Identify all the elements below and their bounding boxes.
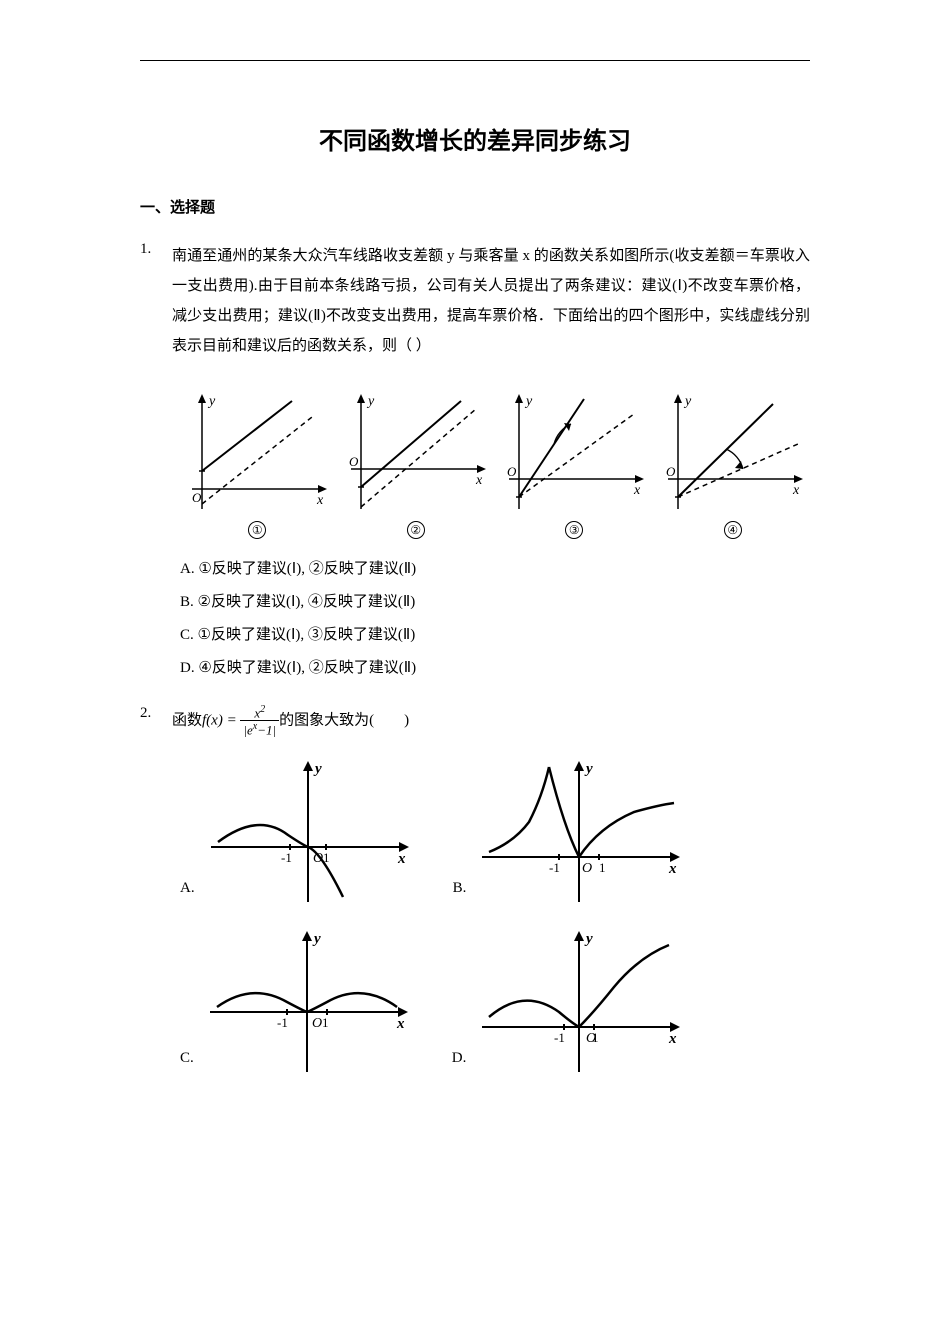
q1-options: A. ①反映了建议(Ⅰ), ②反映了建议(Ⅱ) B. ②反映了建议(Ⅰ), ④反… — [180, 553, 810, 685]
q2-label-d: D. — [452, 1050, 467, 1077]
q1-graph-2: y x O ② — [339, 389, 494, 539]
svg-text:x: x — [668, 861, 677, 877]
svg-text:-1: -1 — [281, 850, 292, 865]
q1-option-c: C. ①反映了建议(Ⅰ), ③反映了建议(Ⅱ) — [180, 619, 810, 652]
q1-graph-3-label: ③ — [565, 521, 583, 539]
svg-text:x: x — [633, 483, 641, 498]
q1-option-d: D. ④反映了建议(Ⅰ), ②反映了建议(Ⅱ) — [180, 652, 810, 685]
q1-graph-3: y x O ③ — [497, 389, 652, 539]
svg-text:-1: -1 — [554, 1030, 565, 1045]
page-title: 不同函数增长的差异同步练习 — [140, 121, 810, 156]
svg-text:O: O — [582, 861, 592, 876]
q1-graph-4-label: ④ — [724, 521, 742, 539]
q2-prefix: 函数 — [172, 712, 202, 728]
q2-fraction: x2|ex−1| — [240, 705, 279, 737]
svg-text:1: 1 — [322, 1015, 329, 1030]
q2-options: A. y x O -1 1 — [180, 757, 810, 1077]
svg-text:x: x — [397, 851, 406, 867]
question-1: 1. 南通至通州的某条大众汽车线路收支差额 y 与乘客量 x 的函数关系如图所示… — [140, 241, 810, 685]
svg-text:y: y — [313, 761, 322, 777]
q2-label-c: C. — [180, 1050, 194, 1077]
svg-text:O: O — [312, 1016, 322, 1031]
q2-suffix: 的图象大致为( ) — [279, 712, 409, 728]
svg-text:y: y — [366, 394, 375, 409]
svg-text:x: x — [475, 473, 483, 488]
page: 不同函数增长的差异同步练习 一、选择题 1. 南通至通州的某条大众汽车线路收支差… — [0, 0, 950, 1344]
top-rule — [140, 60, 810, 61]
origin-label: O — [192, 490, 202, 505]
q1-graph-strip: y x O ① y x — [180, 389, 810, 539]
q1-option-a: A. ①反映了建议(Ⅰ), ②反映了建议(Ⅱ) — [180, 553, 810, 586]
q1-number: 1. — [140, 241, 172, 258]
svg-text:y: y — [584, 761, 593, 777]
svg-text:x: x — [792, 483, 800, 498]
q2-text: 函数f(x) = x2|ex−1|的图象大致为( ) — [172, 705, 810, 737]
svg-text:y: y — [312, 931, 321, 947]
q1-option-b: B. ②反映了建议(Ⅰ), ④反映了建议(Ⅱ) — [180, 586, 810, 619]
q2-option-c: C. y x O -1 1 — [180, 927, 412, 1077]
q1-text: 南通至通州的某条大众汽车线路收支差额 y 与乘客量 x 的函数关系如图所示(收支… — [172, 241, 810, 361]
svg-text:y: y — [524, 394, 533, 409]
svg-text:1: 1 — [599, 860, 606, 875]
q2-option-a: A. y x O -1 1 — [180, 757, 413, 907]
svg-text:O: O — [666, 464, 676, 479]
q1-graph-1: y x O ① — [180, 389, 335, 539]
svg-text:-1: -1 — [549, 860, 560, 875]
axis-x-label: x — [316, 493, 324, 508]
q2-label-b: B. — [453, 880, 467, 907]
q1-graph-2-label: ② — [407, 521, 425, 539]
svg-text:1: 1 — [592, 1030, 599, 1045]
section-heading: 一、选择题 — [140, 196, 810, 217]
axis-y-label: y — [207, 394, 216, 409]
q2-option-b: B. y x O -1 1 — [453, 757, 685, 907]
q2-label-a: A. — [180, 880, 195, 907]
question-2: 2. 函数f(x) = x2|ex−1|的图象大致为( ) A. y x — [140, 705, 810, 1077]
svg-text:-1: -1 — [277, 1015, 288, 1030]
svg-text:x: x — [396, 1016, 405, 1032]
q1-graph-4: y x O ④ — [656, 389, 811, 539]
q2-number: 2. — [140, 705, 172, 722]
svg-text:x: x — [668, 1031, 677, 1047]
svg-text:y: y — [683, 394, 692, 409]
q2-formula: f(x) = — [202, 712, 240, 728]
svg-text:O: O — [349, 454, 359, 469]
svg-text:y: y — [584, 931, 593, 947]
q1-graph-1-label: ① — [248, 521, 266, 539]
q2-option-d: D. y x O -1 1 — [452, 927, 685, 1077]
svg-text:O: O — [507, 464, 517, 479]
